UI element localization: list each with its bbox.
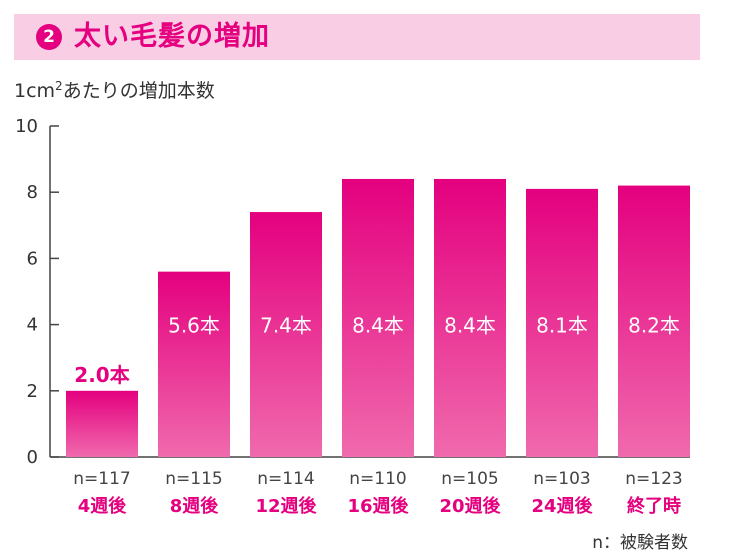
x-category-label: 8週後 <box>170 495 220 517</box>
n-count-label: n=114 <box>257 469 314 489</box>
y-tick-label: 0 <box>27 447 38 468</box>
n-count-label: n=117 <box>73 469 130 489</box>
n-count-label: n=115 <box>165 469 222 489</box>
bar-value-label: 8.2本 <box>628 314 680 338</box>
bar <box>158 271 230 457</box>
n-count-label: n=103 <box>533 469 590 489</box>
x-category-label: 4週後 <box>78 495 128 517</box>
x-category-label: 12週後 <box>255 495 317 517</box>
bar-value-label: 8.4本 <box>352 314 404 338</box>
bar-value-label: 5.6本 <box>168 314 220 338</box>
bar-value-label: 8.4本 <box>444 314 496 338</box>
x-category-label: 24週後 <box>531 495 593 517</box>
unit-label-superscript: 2 <box>55 79 63 93</box>
y-tick-label: 2 <box>27 381 38 402</box>
bar <box>66 390 138 457</box>
n-count-label: n=110 <box>349 469 406 489</box>
unit-label-rest: あたりの増加本数 <box>62 80 215 102</box>
footnote: n：被験者数 <box>592 533 688 553</box>
y-tick-label: 8 <box>27 182 38 203</box>
bar <box>526 188 598 457</box>
bar <box>434 178 506 457</box>
section-header: 2 太い毛髪の増加 <box>14 14 700 60</box>
unit-label-base: 1cm <box>14 80 56 102</box>
y-tick-label: 10 <box>15 116 38 137</box>
bar-value-label: 2.0本 <box>74 363 129 387</box>
x-category-label: 20週後 <box>439 495 501 517</box>
section-title: 太い毛髪の増加 <box>74 21 270 52</box>
bar-value-label: 7.4本 <box>260 314 312 338</box>
n-count-label: n=105 <box>441 469 498 489</box>
y-tick-label: 6 <box>27 248 38 269</box>
bar <box>250 212 322 457</box>
x-category-label: 終了時 <box>627 495 681 517</box>
n-count-label: n=123 <box>625 469 682 489</box>
x-category-label: 16週後 <box>347 495 409 517</box>
bar-value-label: 8.1本 <box>536 314 588 338</box>
section-number-badge: 2 <box>36 24 62 50</box>
bar <box>618 185 690 457</box>
y-axis-unit-label: 1cm2あたりの増加本数 <box>14 76 215 103</box>
bar <box>342 178 414 457</box>
y-tick-label: 4 <box>27 315 38 336</box>
